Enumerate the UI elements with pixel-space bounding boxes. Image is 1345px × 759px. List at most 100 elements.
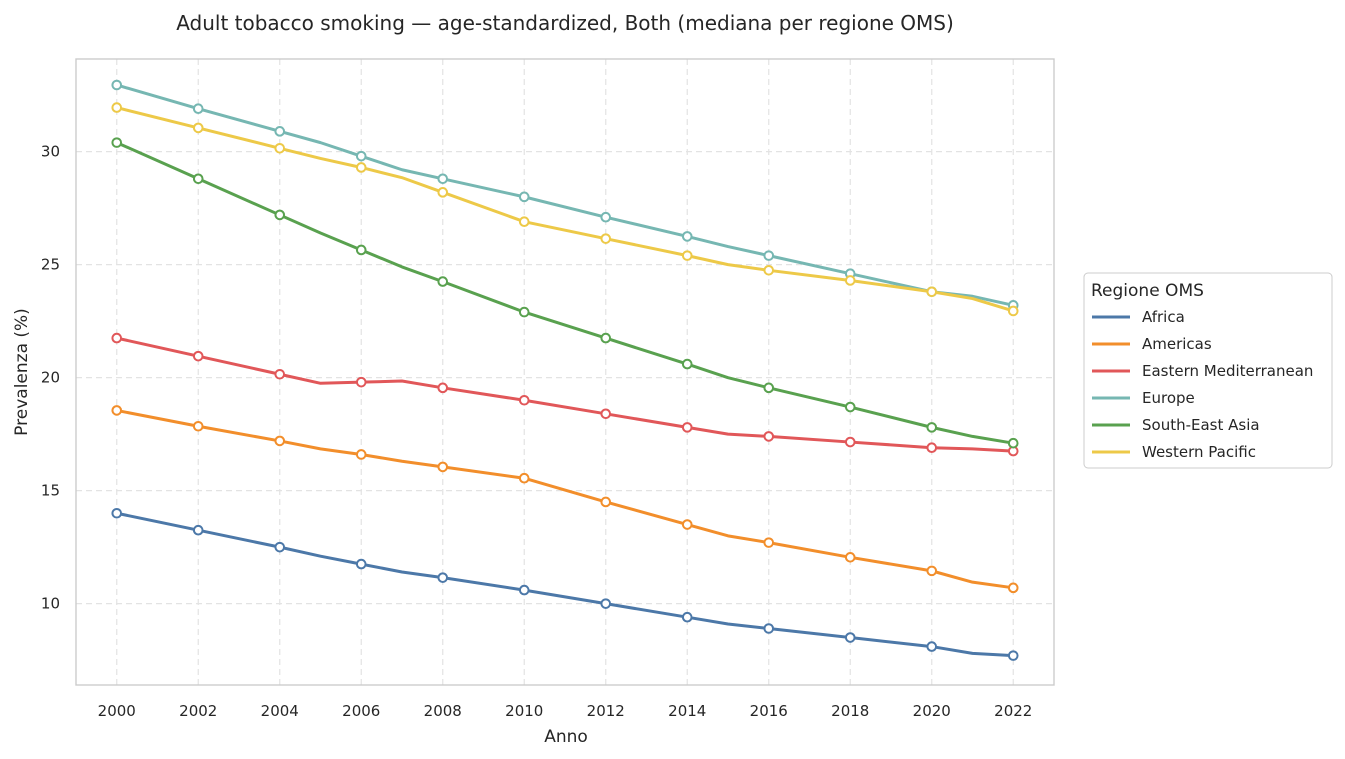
data-point [844, 552, 856, 563]
x-tick-label: 2004 [261, 702, 299, 720]
data-point [763, 382, 775, 394]
series-line [115, 141, 1015, 445]
plot-background [76, 59, 1054, 685]
data-point [1007, 582, 1019, 594]
legend: Regione OMS Africa Americas Eastern Medite… [1083, 272, 1333, 469]
x-axis-label: Anno [544, 727, 588, 747]
data-point [111, 137, 123, 148]
y-tick-label: 20 [41, 369, 60, 387]
data-point [518, 584, 530, 596]
data-point [355, 558, 367, 570]
data-point [437, 382, 449, 394]
data-point [518, 216, 530, 228]
series-line [115, 83, 1015, 307]
data-point [1007, 437, 1019, 449]
data-point [518, 191, 530, 203]
data-point [192, 524, 204, 536]
x-tick-label: 2012 [587, 702, 625, 720]
chart-title: Adult tobacco smoking — age-standardized… [176, 11, 954, 35]
data-point [355, 376, 367, 388]
series-line [115, 408, 1015, 590]
data-point [274, 126, 286, 137]
x-tick-label: 2022 [994, 702, 1032, 720]
legend-label: Western Pacific [1142, 443, 1256, 461]
series-eastern-mediterranean [111, 332, 1019, 457]
data-point [111, 79, 123, 91]
data-point [355, 244, 367, 256]
y-tick-label: 10 [41, 595, 60, 613]
data-point [600, 332, 612, 344]
data-point [1007, 650, 1019, 661]
y-axis-label: Prevalenza (%) [12, 308, 32, 436]
series-africa [111, 507, 1019, 661]
x-axis-ticks: 2000 2002 2004 2006 2008 2010 2012 2014 2016 2018… [98, 702, 1033, 720]
x-tick-label: 2000 [98, 702, 136, 720]
grid-lines [76, 59, 1054, 685]
data-point [437, 173, 449, 185]
data-point [600, 408, 612, 420]
series-americas [111, 405, 1019, 594]
data-point [681, 250, 693, 261]
data-point [600, 233, 612, 244]
data-point [518, 394, 530, 406]
data-point [681, 231, 693, 242]
y-tick-label: 30 [41, 143, 60, 161]
data-point [1007, 305, 1019, 317]
x-tick-label: 2016 [750, 702, 788, 720]
data-point [926, 565, 938, 577]
data-point [926, 286, 938, 298]
data-point [844, 401, 856, 413]
data-point [844, 436, 856, 448]
legend-box [1083, 272, 1333, 469]
data-point [274, 435, 286, 447]
data-point [111, 405, 123, 416]
series-western-pacific [111, 102, 1019, 317]
data-point [192, 103, 204, 115]
data-point [192, 122, 204, 134]
data-point [518, 472, 530, 484]
data-point [600, 598, 612, 609]
x-tick-label: 2008 [424, 702, 462, 720]
data-point [274, 142, 286, 154]
legend-label: South-East Asia [1142, 416, 1260, 434]
y-axis-ticks: 10 15 20 25 30 [41, 143, 60, 613]
x-tick-label: 2018 [831, 702, 869, 720]
data-point [600, 496, 612, 508]
data-point [600, 211, 612, 223]
data-point [192, 350, 204, 362]
data-point [763, 250, 775, 261]
data-point [355, 449, 367, 460]
data-point [926, 442, 938, 454]
legend-title: Regione OMS [1091, 281, 1204, 301]
data-point [355, 150, 367, 162]
y-tick-label: 25 [41, 256, 60, 274]
legend-label: Americas [1142, 335, 1212, 353]
x-tick-label: 2014 [668, 702, 706, 720]
data-point [844, 632, 856, 643]
data-point [355, 162, 367, 173]
x-tick-label: 2002 [179, 702, 217, 720]
data-point [111, 507, 123, 519]
data-point [681, 519, 693, 530]
data-point [518, 306, 530, 318]
series-south-east-asia [111, 137, 1019, 449]
data-point [437, 276, 449, 287]
data-point [274, 368, 286, 380]
x-tick-label: 2010 [505, 702, 543, 720]
data-point [274, 541, 286, 553]
data-point [763, 623, 775, 634]
data-point [437, 572, 449, 583]
data-point [192, 173, 204, 185]
series-line [115, 106, 1015, 313]
series-europe [111, 79, 1019, 311]
x-tick-label: 2020 [913, 702, 951, 720]
data-point [763, 265, 775, 276]
data-point [111, 332, 123, 344]
legend-label: Eastern Mediterranean [1142, 362, 1313, 380]
data-point [274, 209, 286, 221]
series-group [111, 79, 1019, 661]
series-line [115, 336, 1015, 453]
y-tick-label: 15 [41, 482, 60, 500]
legend-label: Europe [1142, 389, 1195, 407]
